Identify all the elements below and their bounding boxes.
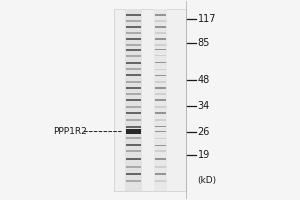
Bar bbox=[126, 62, 141, 64]
Bar bbox=[154, 62, 166, 63]
Bar bbox=[154, 180, 166, 182]
Bar bbox=[126, 20, 141, 22]
Text: 26: 26 bbox=[198, 127, 210, 137]
Bar bbox=[126, 93, 141, 95]
Bar bbox=[126, 87, 141, 89]
Bar bbox=[154, 81, 166, 83]
Bar bbox=[154, 112, 166, 114]
Bar bbox=[126, 81, 141, 83]
Bar bbox=[126, 180, 141, 182]
Bar bbox=[126, 26, 141, 28]
Bar bbox=[154, 166, 166, 168]
Text: 48: 48 bbox=[198, 75, 210, 85]
Bar bbox=[154, 138, 166, 139]
Bar bbox=[126, 166, 141, 168]
Bar bbox=[126, 129, 141, 134]
Bar bbox=[126, 55, 141, 57]
Bar bbox=[154, 26, 166, 28]
Bar bbox=[154, 106, 166, 108]
Bar bbox=[126, 44, 141, 46]
Text: 34: 34 bbox=[198, 101, 210, 111]
Text: 117: 117 bbox=[198, 14, 216, 24]
Text: PPP1R2: PPP1R2 bbox=[53, 127, 87, 136]
Bar bbox=[154, 69, 166, 70]
Bar bbox=[126, 173, 141, 175]
Bar bbox=[154, 38, 166, 40]
Bar bbox=[126, 112, 141, 114]
Bar bbox=[126, 14, 141, 16]
Bar bbox=[154, 99, 166, 101]
Bar bbox=[126, 99, 141, 101]
Bar bbox=[154, 119, 166, 121]
Bar bbox=[126, 144, 141, 146]
Bar bbox=[126, 150, 141, 152]
Bar bbox=[154, 49, 166, 50]
Bar bbox=[154, 55, 166, 56]
Bar bbox=[126, 137, 141, 139]
Bar bbox=[154, 32, 166, 34]
Bar bbox=[154, 145, 166, 146]
Bar bbox=[126, 49, 141, 51]
Bar bbox=[125, 9, 142, 191]
Bar bbox=[126, 32, 141, 34]
Bar bbox=[154, 131, 166, 132]
Bar bbox=[126, 74, 141, 76]
Bar bbox=[154, 44, 166, 46]
Bar bbox=[126, 119, 141, 121]
Bar bbox=[126, 131, 141, 133]
Bar bbox=[126, 106, 141, 108]
Bar bbox=[154, 87, 166, 89]
Bar bbox=[154, 150, 166, 152]
Bar bbox=[154, 9, 167, 191]
Bar bbox=[126, 126, 141, 128]
Bar bbox=[154, 173, 166, 175]
Text: 19: 19 bbox=[198, 150, 210, 160]
Bar bbox=[126, 38, 141, 40]
Bar bbox=[154, 20, 166, 22]
Bar bbox=[154, 158, 166, 160]
Bar bbox=[154, 93, 166, 95]
Text: (kD): (kD) bbox=[198, 176, 217, 185]
Bar bbox=[154, 75, 166, 76]
Bar bbox=[126, 158, 141, 160]
Bar bbox=[154, 126, 166, 127]
Bar bbox=[114, 9, 186, 191]
Bar bbox=[126, 68, 141, 70]
Text: 85: 85 bbox=[198, 38, 210, 48]
Bar bbox=[154, 14, 166, 16]
